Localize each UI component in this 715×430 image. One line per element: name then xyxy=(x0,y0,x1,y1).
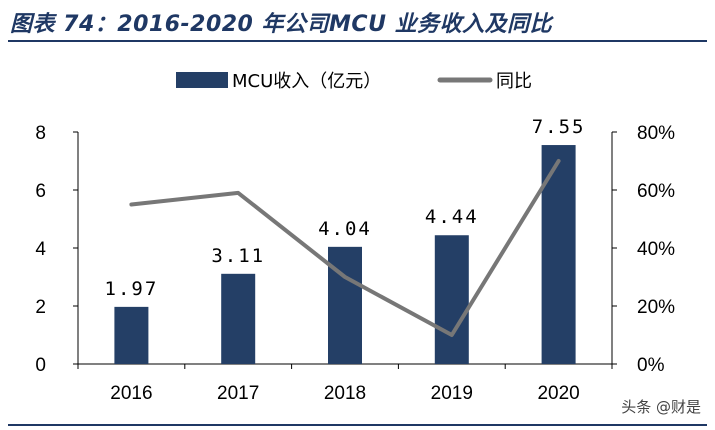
bar xyxy=(221,273,256,364)
y-right-tick-label: 80% xyxy=(637,123,675,144)
watermark: 头条 @财是 xyxy=(621,398,701,416)
x-tick-label: 2016 xyxy=(110,383,152,404)
legend-bar-label: MCU收入（亿元） xyxy=(232,71,381,92)
y-left-tick-label: 6 xyxy=(35,181,46,202)
y-left-tick-label: 2 xyxy=(35,297,46,318)
y-left-tick-label: 4 xyxy=(35,239,46,260)
bar-data-label: 4.04 xyxy=(318,218,372,240)
bar xyxy=(328,246,362,364)
x-tick-label: 2018 xyxy=(324,383,366,404)
bar-data-label: 1.97 xyxy=(105,278,159,300)
bar xyxy=(114,306,149,364)
chart-title: 图表 74：2016-2020 年公司MCU 业务收入及同比 xyxy=(10,12,553,37)
title-divider xyxy=(8,40,707,42)
x-tick-label: 2020 xyxy=(537,383,579,404)
y-right-tick-label: 20% xyxy=(637,297,675,318)
y-right-tick-label: 40% xyxy=(637,239,675,260)
y-right-tick-label: 0% xyxy=(637,355,665,376)
y-left-tick-label: 0 xyxy=(35,355,46,376)
legend-line-label: 同比 xyxy=(496,71,532,92)
bar-data-label: 4.44 xyxy=(425,206,479,228)
legend-bar-swatch xyxy=(176,72,228,88)
bottom-divider xyxy=(8,424,707,426)
x-tick-label: 2019 xyxy=(431,383,473,404)
y-left-tick-label: 8 xyxy=(35,123,46,144)
bar-data-label: 7.55 xyxy=(532,116,586,138)
bar-data-label: 3.11 xyxy=(211,245,265,267)
y-right-tick-label: 60% xyxy=(637,181,675,202)
bar xyxy=(434,235,469,364)
x-tick-label: 2017 xyxy=(217,383,259,404)
